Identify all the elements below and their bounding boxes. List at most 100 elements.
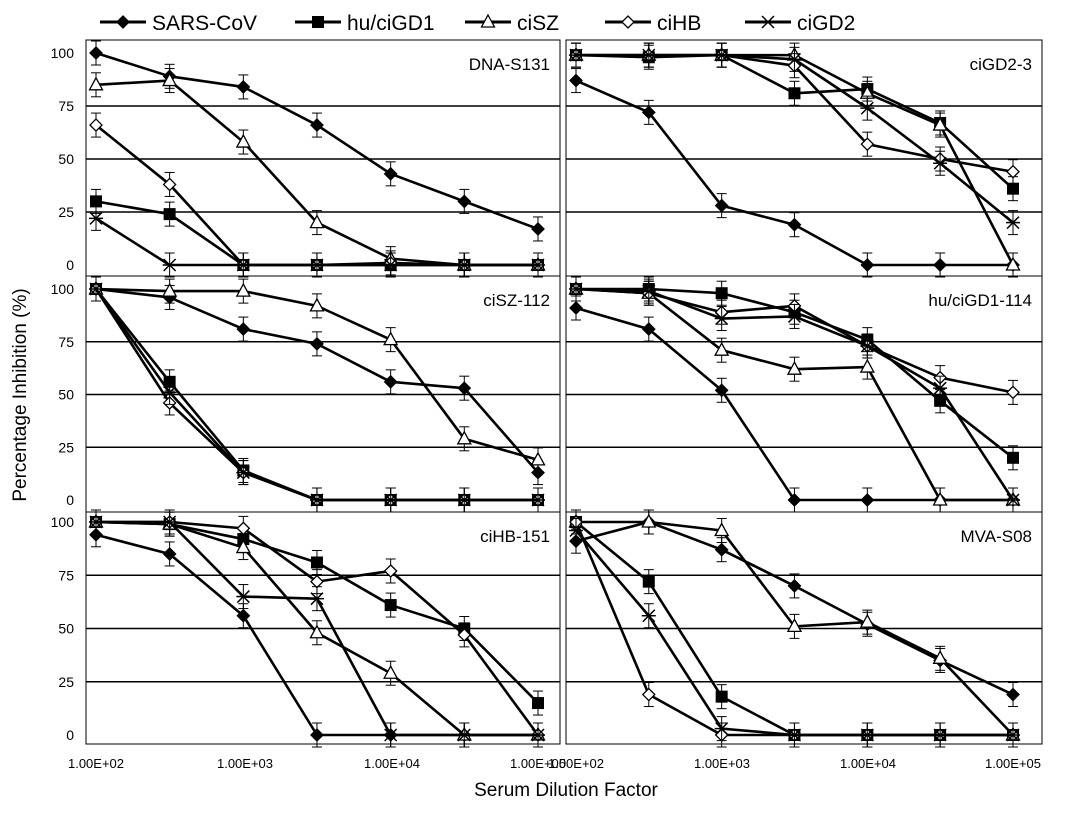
data-point	[932, 116, 948, 131]
x-tick-label: 1.00E+02	[548, 756, 604, 771]
data-point	[457, 258, 472, 272]
series-line	[575, 306, 1013, 502]
data-point	[933, 728, 948, 742]
data-point	[1006, 216, 1020, 230]
data-point	[1007, 451, 1019, 464]
data-point	[933, 156, 948, 170]
data-point	[1006, 728, 1020, 742]
y-tick-label: 100	[51, 45, 75, 61]
legend-item-cigd2: ciGD2	[745, 12, 855, 35]
series-cigd2	[89, 205, 545, 278]
y-tick-label: 25	[58, 439, 74, 455]
legend-item-cisz: ciSZ	[465, 12, 559, 35]
data-point	[860, 137, 875, 152]
series-sars-cov	[569, 509, 1020, 708]
data-point	[309, 493, 324, 507]
data-point	[89, 118, 103, 132]
series-cigd2	[89, 509, 545, 748]
data-point	[1005, 256, 1021, 271]
data-point	[456, 430, 472, 445]
panel-label: MVA-S08	[961, 527, 1033, 546]
data-point	[90, 195, 102, 208]
series-cigd2	[569, 42, 1020, 236]
y-tick-label: 0	[66, 492, 74, 508]
data-point	[1007, 182, 1019, 195]
data-point	[860, 101, 875, 115]
data-point	[383, 493, 398, 507]
series-cigd2	[89, 276, 545, 513]
panel-cihb-151: ciHB-151	[85, 509, 561, 748]
data-point	[383, 374, 398, 389]
panel-cisz-112: ciSZ-112	[85, 275, 561, 513]
data-point	[788, 87, 801, 100]
data-point	[860, 493, 875, 507]
series-line	[95, 79, 538, 267]
y-tick-label: 50	[58, 621, 74, 637]
panel-label: ciHB-151	[480, 527, 550, 546]
data-point	[715, 287, 728, 300]
data-point	[309, 258, 324, 272]
data-point	[714, 542, 729, 557]
data-point	[1006, 493, 1020, 507]
data-point	[933, 381, 948, 395]
data-point	[531, 493, 545, 507]
panel-cigd2-3: ciGD2-3	[565, 39, 1043, 278]
y-tick-label: 100	[51, 281, 75, 297]
data-point	[859, 613, 875, 628]
panel-label: hu/ciGD1-114	[928, 291, 1032, 310]
data-point	[531, 258, 545, 272]
data-point	[162, 177, 177, 192]
legend-item-hu-cigd1: hu/ciGD1	[295, 12, 435, 35]
data-point	[531, 465, 545, 480]
data-point	[457, 493, 472, 507]
data-point	[310, 728, 324, 742]
panel-frame	[85, 39, 561, 277]
data-point	[163, 208, 176, 221]
data-point	[641, 105, 656, 120]
data-point	[932, 491, 948, 506]
y-tick-label: 0	[66, 727, 74, 743]
data-point	[162, 385, 177, 399]
legend-marker	[312, 16, 324, 28]
data-point	[531, 222, 545, 236]
data-point	[162, 282, 178, 297]
legend-label: ciHB	[657, 12, 701, 35]
data-point	[641, 609, 656, 623]
data-point	[383, 564, 398, 578]
data-point	[457, 194, 472, 209]
data-point	[309, 297, 325, 312]
data-point	[1006, 385, 1020, 400]
y-tick-label: 25	[58, 204, 74, 220]
data-point	[309, 624, 325, 639]
data-point	[457, 627, 472, 642]
data-point	[787, 728, 802, 742]
x-tick-label: 1.00E+04	[840, 756, 896, 771]
data-point	[236, 608, 251, 623]
data-point	[236, 466, 251, 480]
data-point	[787, 309, 802, 323]
y-tick-label: 100	[51, 514, 75, 530]
data-point	[162, 547, 177, 561]
data-point	[1006, 687, 1020, 702]
panel-label: ciGD2-3	[970, 55, 1032, 74]
data-point	[569, 73, 583, 88]
data-point	[457, 728, 472, 742]
data-point	[89, 282, 103, 296]
data-point	[383, 331, 399, 346]
x-tick-label: 1.00E+03	[217, 756, 273, 771]
data-point	[641, 284, 656, 298]
legend-label: hu/ciGD1	[347, 12, 435, 35]
series-cigd2	[569, 518, 1020, 748]
data-point	[383, 728, 398, 742]
legend-label: ciSZ	[517, 12, 559, 35]
data-point	[89, 46, 103, 60]
legend: SARS-CoV hu/ciGD1 ciSZ ciHB ciGD2	[100, 12, 855, 35]
data-point	[569, 48, 583, 62]
data-point	[714, 312, 729, 326]
data-point	[787, 217, 802, 232]
data-point	[715, 690, 728, 703]
x-tick-label: 1.00E+04	[364, 756, 420, 771]
data-point	[714, 383, 729, 398]
y-axis-title: Percentage Inhibition (%)	[10, 288, 31, 501]
